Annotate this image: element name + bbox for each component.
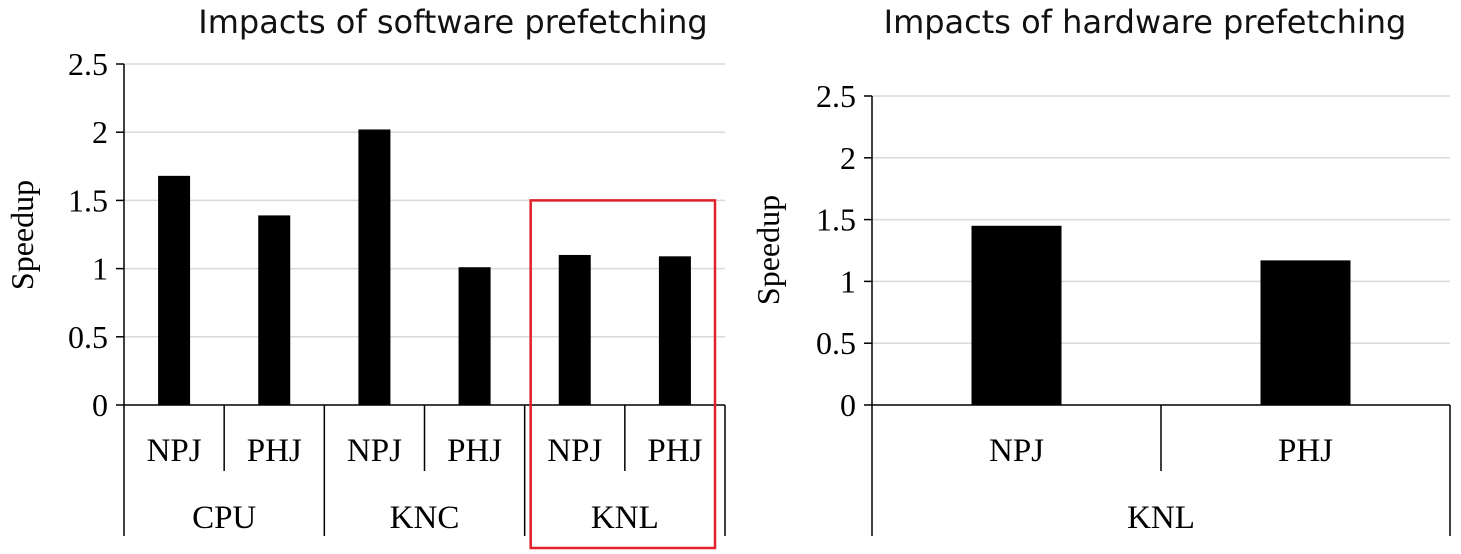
category-label: PHJ <box>447 433 502 469</box>
y-tick-label: 2.5 <box>68 46 108 82</box>
bar-npj <box>971 225 1062 405</box>
category-label: NPJ <box>147 433 202 469</box>
y-tick-label: 1.5 <box>816 202 856 238</box>
y-axis-label: Speedup <box>750 195 786 305</box>
bar-npj <box>358 129 391 406</box>
chart-title: Impacts of software prefetching <box>198 3 707 41</box>
category-label: NPJ <box>347 433 402 469</box>
category-label: NPJ <box>547 433 602 469</box>
y-tick-label: 0.5 <box>816 325 856 361</box>
bar-npj <box>158 175 191 405</box>
category-label: PHJ <box>247 433 302 469</box>
group-label: KNL <box>1127 500 1195 536</box>
y-tick-label: 1 <box>840 263 856 299</box>
y-tick-label: 2 <box>92 114 108 150</box>
software-prefetching-chart: Impacts of software prefetching Speedup … <box>4 3 726 550</box>
y-tick-label: 1 <box>92 251 108 287</box>
bar-phj <box>458 267 491 405</box>
y-tick-label: 0.5 <box>68 319 108 355</box>
y-tick-label: 1.5 <box>68 182 108 218</box>
y-tick-label: 0 <box>840 387 856 423</box>
y-tick-label: 2 <box>840 140 856 176</box>
chart-title: Impacts of hardware prefetching <box>884 3 1407 41</box>
group-label: CPU <box>192 500 256 536</box>
hardware-prefetching-chart: Impacts of hardware prefetching Speedup … <box>750 3 1451 536</box>
bar-phj <box>258 215 291 405</box>
category-label: NPJ <box>989 433 1044 469</box>
category-label: PHJ <box>1278 433 1333 469</box>
bar-npj <box>558 254 591 405</box>
bar-phj <box>658 256 691 405</box>
group-label: KNL <box>591 500 659 536</box>
highlight-box <box>529 199 717 550</box>
y-tick-label: 0 <box>92 387 108 423</box>
bar-phj <box>1260 260 1351 405</box>
y-tick-label: 2.5 <box>816 78 856 114</box>
category-label: PHJ <box>647 433 702 469</box>
y-axis-label: Speedup <box>4 180 40 290</box>
group-label: KNC <box>390 500 460 536</box>
